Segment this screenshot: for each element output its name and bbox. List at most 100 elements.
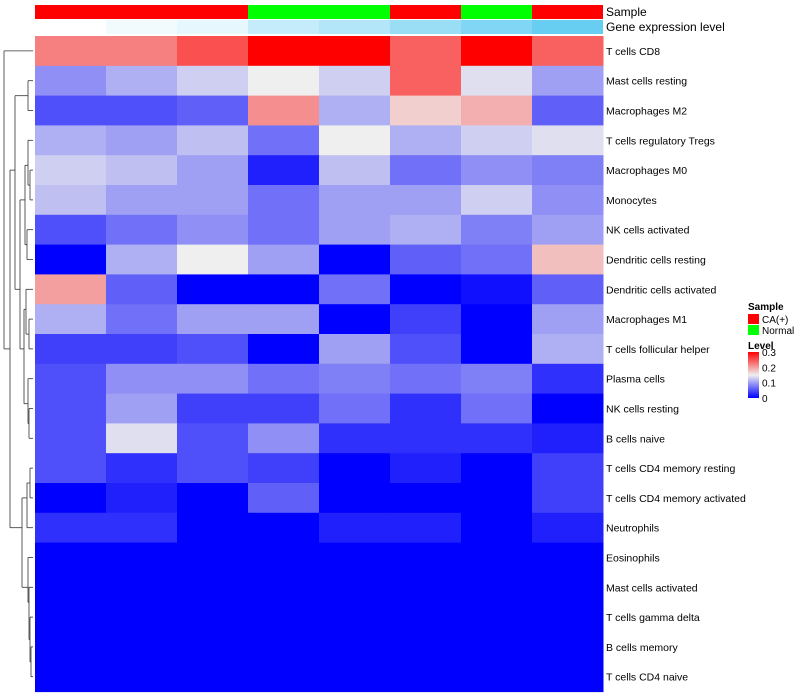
heatmap-cell	[319, 334, 391, 365]
heatmap-cell	[248, 363, 320, 395]
row-label: Dendritic cells activated	[606, 284, 716, 296]
row-label: T cells follicular helper	[606, 344, 710, 356]
sample-annotation-label: Sample	[606, 5, 647, 19]
row-label: NK cells activated	[606, 225, 690, 237]
heatmap-cell	[35, 483, 107, 514]
heatmap-cell	[106, 363, 178, 395]
sample-cell	[390, 5, 461, 19]
heatmap-cell	[390, 542, 462, 573]
sample-cell	[461, 5, 532, 19]
heatmap-cell	[106, 125, 178, 156]
heatmap-cell	[390, 185, 462, 216]
expression-cell	[106, 20, 177, 34]
row-labels: T cells CD8 Mast cells resting Macrophages…	[606, 46, 746, 684]
heatmap-cell	[106, 334, 178, 365]
heatmap-cell	[319, 572, 391, 603]
heatmap-cell	[532, 274, 604, 305]
heatmap-cell	[177, 661, 249, 693]
heatmap-cell	[532, 572, 604, 603]
row-label: B cells memory	[606, 642, 679, 654]
legend-level-tick: 0.3	[762, 348, 776, 359]
heatmap-cell	[319, 274, 391, 305]
heatmap-cell	[35, 185, 107, 216]
heatmap-cell	[177, 572, 249, 603]
heatmap-cell	[248, 632, 320, 663]
expression-cell	[248, 20, 319, 34]
legend-sample-label: Normal	[762, 326, 794, 337]
heatmap-cell	[532, 363, 604, 395]
heatmap-cell	[35, 602, 107, 633]
heatmap-cell	[532, 423, 604, 454]
expression-annotation-label: Gene expression level	[606, 20, 725, 34]
heatmap-cell	[319, 393, 391, 424]
heatmap-cell	[532, 214, 604, 246]
heatmap-cell	[390, 632, 462, 663]
heatmap-cell	[390, 155, 462, 186]
expression-cell	[461, 20, 532, 34]
row-label: T cells regulatory Tregs	[606, 135, 715, 147]
heatmap-cell	[106, 512, 178, 544]
heatmap-cell	[177, 214, 249, 246]
heatmap-cell	[319, 155, 391, 186]
row-label: Macrophages M1	[606, 314, 687, 326]
heatmap-cell	[390, 65, 462, 97]
heatmap-cell	[461, 661, 533, 693]
heatmap-cell	[248, 214, 320, 246]
heatmap-cell	[319, 542, 391, 573]
heatmap-cell	[319, 423, 391, 454]
heatmap-cell	[106, 393, 178, 424]
heatmap-cell	[461, 214, 533, 246]
heatmap-cell	[319, 125, 391, 156]
heatmap-cell	[177, 304, 249, 335]
heatmap-cell	[532, 155, 604, 186]
heatmap-cell	[319, 512, 391, 544]
heatmap-cell	[390, 661, 462, 693]
heatmap-cell	[532, 512, 604, 544]
heatmap-cell	[35, 661, 107, 693]
row-label: NK cells resting	[606, 404, 679, 416]
heatmap-cell	[532, 661, 604, 693]
heatmap-cell	[177, 542, 249, 573]
heatmap-cell	[532, 334, 604, 365]
heatmap-cell	[248, 244, 320, 275]
heatmap-cell	[461, 393, 533, 424]
heatmap-cell	[106, 214, 178, 246]
heatmap-cell	[390, 363, 462, 395]
heatmap-cell	[390, 95, 462, 126]
heatmap-cell	[177, 95, 249, 126]
heatmap-cell	[319, 632, 391, 663]
heatmap-cell	[461, 602, 533, 633]
heatmap-cell	[35, 334, 107, 365]
heatmap-cell	[35, 36, 107, 67]
heatmap-cell	[461, 334, 533, 365]
heatmap-cell	[461, 512, 533, 544]
heatmap-cell	[248, 155, 320, 186]
row-label: Eosinophils	[606, 553, 660, 565]
heatmap-cell	[106, 423, 178, 454]
row-label: Plasma cells	[606, 374, 665, 386]
row-dendrogram	[3, 50, 33, 678]
heatmap-cell	[177, 423, 249, 454]
heatmap-cell	[532, 453, 604, 484]
heatmap-cell	[106, 542, 178, 573]
legend-swatch	[748, 325, 759, 335]
legend-level-tick: 0.2	[762, 363, 776, 374]
heatmap-cell	[319, 453, 391, 484]
heatmap-cell	[319, 304, 391, 335]
row-label: Macrophages M0	[606, 165, 687, 177]
heatmap-cell	[177, 483, 249, 514]
heatmap-cell	[319, 363, 391, 395]
heatmap-cell	[106, 483, 178, 514]
heatmap-cell	[461, 274, 533, 305]
sample-cell	[319, 5, 390, 19]
row-label: T cells CD4 memory resting	[606, 463, 735, 475]
heatmap-cell	[248, 483, 320, 514]
heatmap-cell	[35, 125, 107, 156]
heatmap-cell	[461, 125, 533, 156]
heatmap-cell	[35, 244, 107, 275]
heatmap-cell	[177, 393, 249, 424]
heatmap-cell	[319, 65, 391, 97]
sample-cell	[177, 5, 248, 19]
heatmap-cell	[461, 36, 533, 67]
